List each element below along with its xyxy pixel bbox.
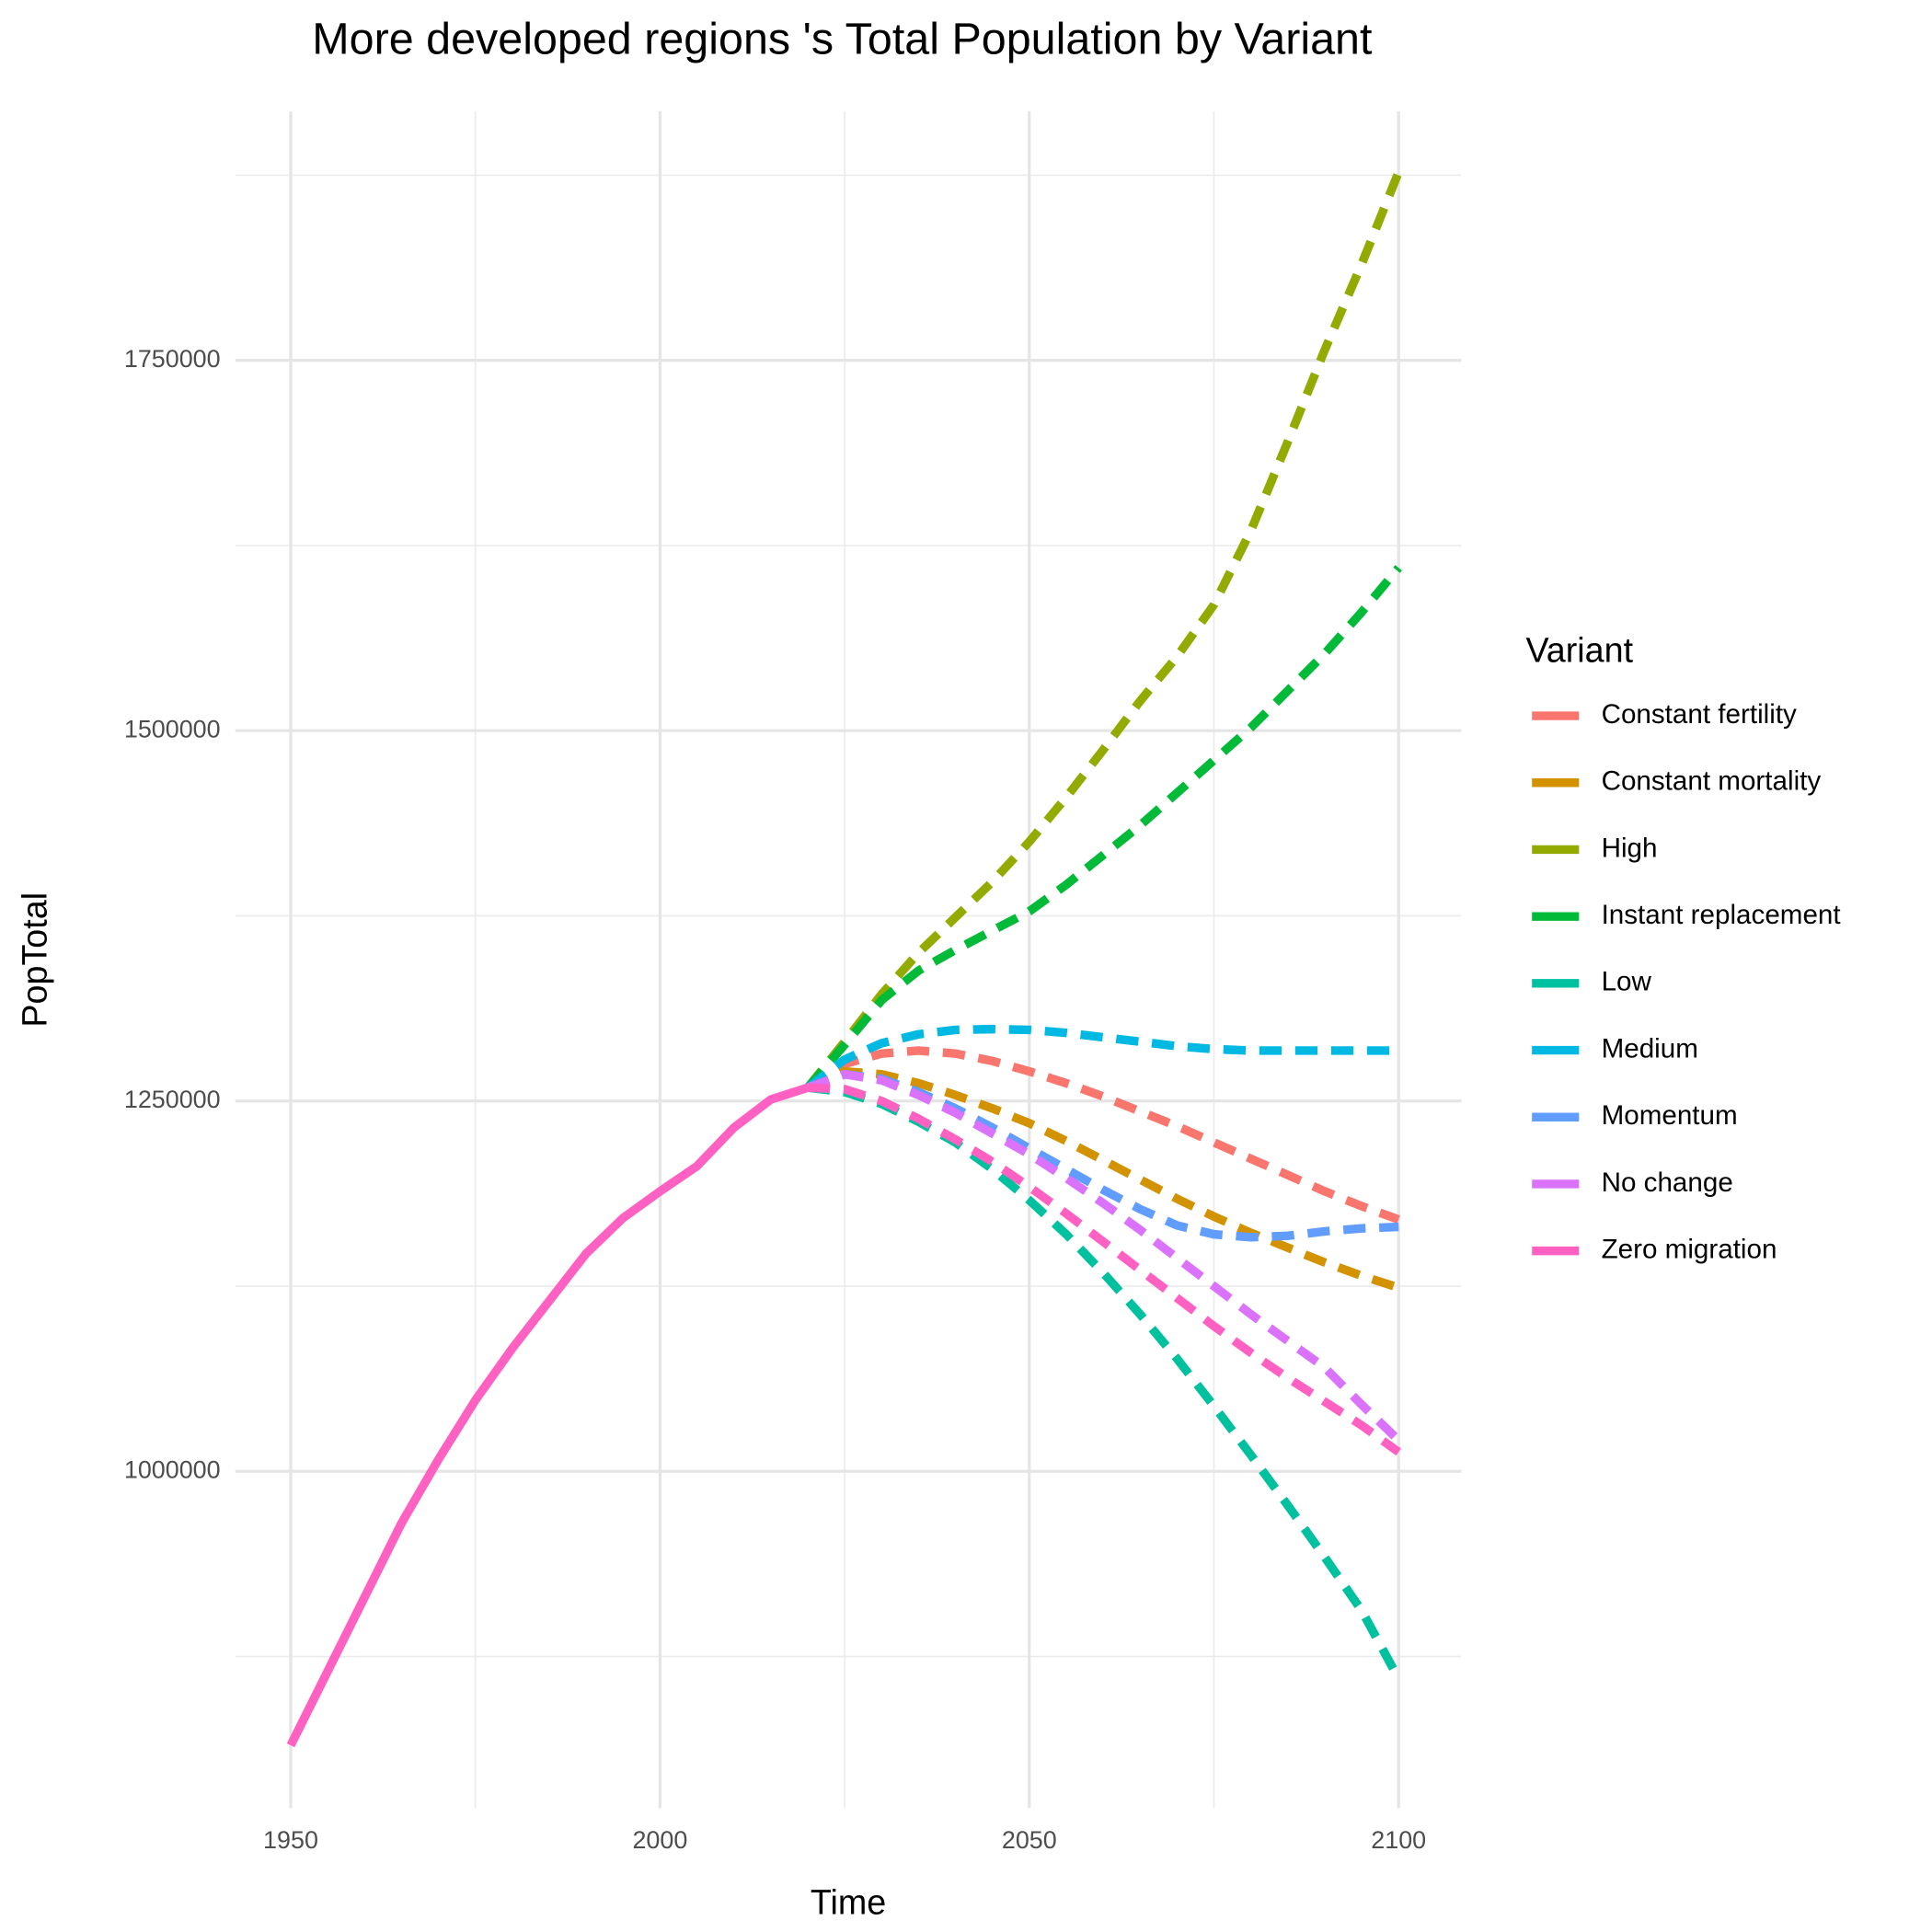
projection-line — [807, 1083, 1403, 1681]
estimate-line — [286, 1083, 810, 1748]
legend-label: Constant fertility — [1602, 699, 1797, 730]
y-tick-label: 1750000 — [124, 345, 221, 373]
legend-label: Momentum — [1602, 1100, 1738, 1131]
y-tick-label: 1250000 — [124, 1086, 221, 1113]
x-tick-label: 2100 — [1371, 1826, 1426, 1854]
x-tick-label: 2050 — [1002, 1826, 1057, 1854]
x-axis-title: Time — [811, 1882, 886, 1921]
legend-label: High — [1602, 833, 1658, 863]
projection-line — [805, 1024, 1399, 1091]
legend-label: Low — [1602, 967, 1652, 997]
chart-title: More developed regions 's Total Populati… — [312, 15, 1373, 64]
projection-line — [806, 1070, 1399, 1242]
legend-label: Zero migration — [1602, 1234, 1777, 1264]
legend-label: Medium — [1602, 1033, 1698, 1064]
projection-line — [805, 1046, 1400, 1224]
legend-title: Variant — [1525, 630, 1633, 669]
y-tick-label: 1000000 — [124, 1455, 221, 1483]
x-tick-label: 2000 — [632, 1826, 687, 1854]
projection-line — [804, 170, 1403, 1091]
projection-line — [807, 1083, 1401, 1456]
legend-label: Constant mortality — [1602, 766, 1822, 797]
y-tick-label: 1500000 — [124, 715, 221, 742]
legend-label: Instant replacement — [1602, 900, 1842, 930]
x-tick-label: 1950 — [263, 1826, 318, 1854]
projection-line — [804, 565, 1402, 1091]
legend-label: No change — [1602, 1167, 1733, 1198]
projection-line — [806, 1070, 1402, 1443]
y-axis-title: PopTotal — [15, 892, 53, 1028]
